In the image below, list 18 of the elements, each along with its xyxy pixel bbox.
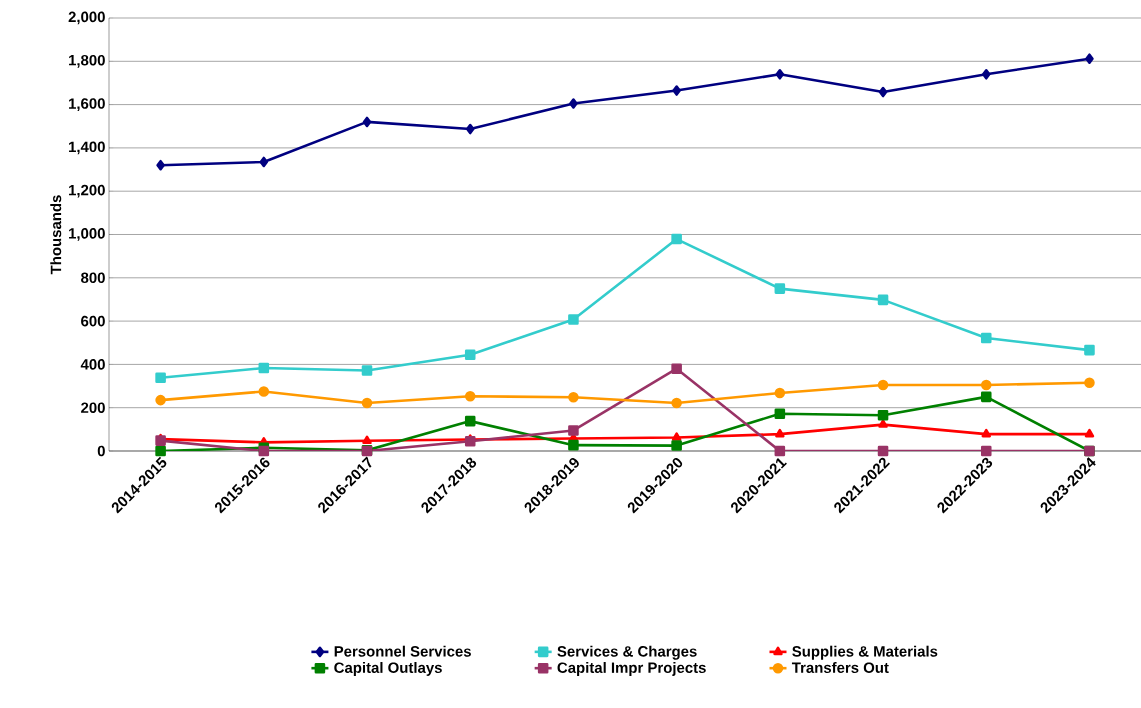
y-axis-title: Thousands [50,195,62,275]
legend-label: Personnel Services [334,645,471,657]
y-tick-label: 400 [80,359,105,370]
y-tick-label: 1,400 [69,141,105,155]
y-tick-label: 1,600 [69,98,105,111]
legend-label: Capital Impr Projects [557,662,706,676]
y-tick-label: 0 [97,445,105,457]
legend-label: Transfers Out [791,662,889,673]
legend-label: Services & Charges [557,645,697,660]
legend-label: Capital Outlays [334,662,442,676]
legend-label: Supplies & Materials [792,645,938,660]
y-tick-label: 2,000 [68,11,105,25]
y-tick-label: 600 [81,315,105,327]
y-tick-label: 1,800 [69,54,105,68]
y-tick-label: 200 [81,402,105,413]
y-tick-label: 1,000 [69,228,105,241]
y-tick-label: 1,200 [69,184,105,198]
y-tick-label: 800 [81,272,105,284]
